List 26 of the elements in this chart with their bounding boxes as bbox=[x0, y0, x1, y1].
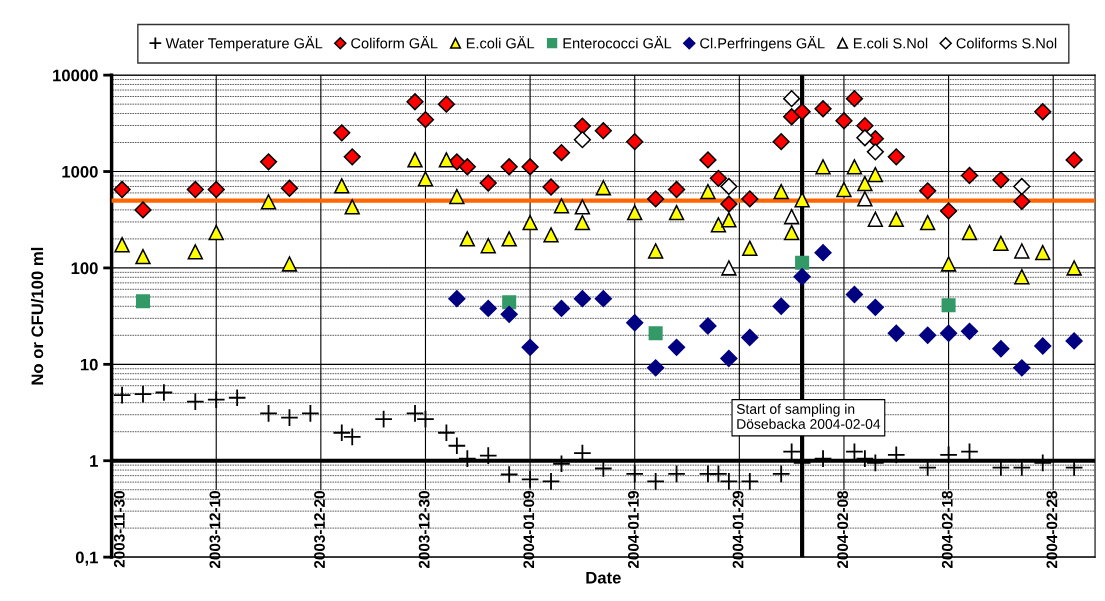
x-tick-label: 2004-01-09 bbox=[523, 491, 535, 569]
y-tick-label: 1 bbox=[90, 455, 98, 467]
x-tick-label: 2003-11-30 bbox=[113, 491, 125, 568]
y-axis-title: No or CFU/100 ml bbox=[30, 247, 44, 385]
legend-label: E.coli GÄL bbox=[466, 36, 535, 49]
x-tick-label: 2003-12-20 bbox=[314, 491, 325, 569]
x-tick-label: 2003-12-30 bbox=[418, 491, 430, 569]
x-axis-title: Date bbox=[586, 571, 621, 584]
x-tick-label: 2004-02-08 bbox=[837, 490, 849, 569]
x-tick-label: 2004-01-19 bbox=[628, 491, 639, 569]
x-tick-label: 2004-02-28 bbox=[1046, 490, 1058, 569]
x-tick-label: 2003-12-10 bbox=[209, 491, 221, 569]
y-tick-label: 10000 bbox=[53, 69, 98, 82]
legend-label: Water Temperature GÄL bbox=[165, 36, 323, 52]
x-tick-label: 2004-02-18 bbox=[941, 490, 953, 569]
legend-label: Coliform GÄL bbox=[351, 36, 438, 49]
y-tick-label: 10 bbox=[80, 358, 98, 371]
legend-label: Cl.Perfringens GÄL bbox=[700, 36, 825, 52]
ref-line-label: Start of sampling in Dösebacka 2004-02-04 bbox=[736, 403, 881, 429]
y-tick-label: 100 bbox=[71, 262, 98, 275]
y-tick-label: 1000 bbox=[62, 165, 98, 178]
legend-label: Enterococci GÄL bbox=[563, 36, 672, 49]
x-tick-label: 2004-01-29 bbox=[732, 491, 744, 569]
legend-label: E.coli S.Nol bbox=[853, 37, 928, 49]
legend-label: Coliforms S.Nol bbox=[956, 37, 1057, 49]
y-tick-label: 0,1 bbox=[75, 551, 98, 566]
